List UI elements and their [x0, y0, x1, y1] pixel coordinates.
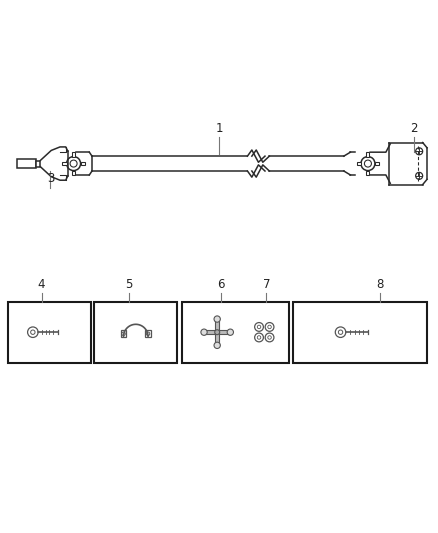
Bar: [81, 162, 85, 165]
Text: 5: 5: [126, 278, 133, 290]
Circle shape: [201, 329, 207, 335]
Bar: [17, 159, 36, 168]
Bar: [62, 162, 67, 165]
Bar: [357, 162, 361, 165]
Text: 4: 4: [38, 278, 46, 290]
Bar: [182, 302, 289, 363]
Circle shape: [214, 316, 220, 322]
Bar: [72, 171, 75, 175]
Text: 8: 8: [377, 278, 384, 290]
Text: 6: 6: [217, 278, 225, 290]
Circle shape: [227, 329, 233, 335]
Bar: [72, 152, 75, 157]
Bar: [94, 302, 177, 363]
Polygon shape: [204, 330, 217, 334]
Bar: [8, 302, 91, 363]
Bar: [375, 162, 379, 165]
Bar: [145, 329, 151, 336]
Bar: [121, 329, 126, 336]
Bar: [366, 152, 369, 157]
Bar: [366, 171, 369, 175]
Text: 1: 1: [215, 122, 223, 135]
Polygon shape: [215, 319, 219, 332]
Text: 2: 2: [410, 122, 418, 135]
Bar: [36, 160, 40, 167]
Circle shape: [215, 330, 219, 335]
Polygon shape: [217, 330, 230, 334]
Text: 3: 3: [47, 173, 54, 185]
Bar: [293, 302, 427, 363]
Circle shape: [214, 342, 220, 349]
Text: 7: 7: [262, 278, 270, 290]
Polygon shape: [215, 332, 219, 345]
